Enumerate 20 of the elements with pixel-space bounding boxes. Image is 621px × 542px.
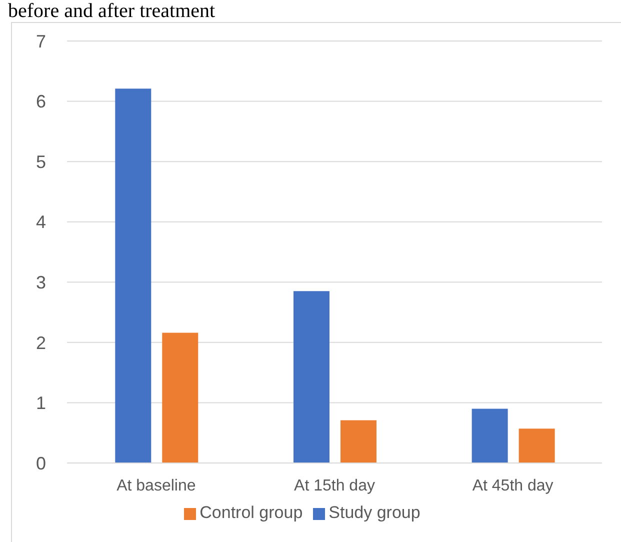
y-tick-label: 3 [36, 272, 46, 293]
bar [162, 332, 198, 463]
y-tick-label: 1 [36, 393, 46, 414]
y-tick-label: 6 [36, 92, 46, 112]
legend-label: Control group [200, 503, 303, 522]
bar [293, 291, 330, 463]
bar [518, 428, 555, 463]
legend-label: Study group [328, 503, 420, 522]
x-tick-label: At 15th day [294, 477, 375, 494]
x-tick-label: At 45th day [472, 477, 554, 494]
y-tick-label: 7 [36, 31, 46, 52]
y-tick-label: 2 [36, 332, 46, 353]
y-tick-label: 4 [36, 212, 46, 232]
bar [472, 408, 508, 463]
x-tick-label: At baseline [116, 477, 196, 494]
bar [340, 420, 376, 463]
chart-title: before and after treatment [8, 0, 216, 22]
y-tick-label: 0 [36, 453, 46, 474]
bar [115, 88, 152, 463]
y-tick-label: 5 [36, 152, 46, 172]
